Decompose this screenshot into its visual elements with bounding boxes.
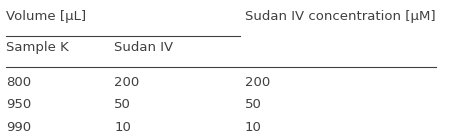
Text: 10: 10 xyxy=(245,121,262,134)
Text: Sudan IV concentration [μM]: Sudan IV concentration [μM] xyxy=(245,10,435,23)
Text: 200: 200 xyxy=(245,76,270,89)
Text: 50: 50 xyxy=(245,98,262,111)
Text: 10: 10 xyxy=(114,121,131,134)
Text: 200: 200 xyxy=(114,76,139,89)
Text: 950: 950 xyxy=(6,98,31,111)
Text: Sudan IV: Sudan IV xyxy=(114,41,174,54)
Text: Volume [μL]: Volume [μL] xyxy=(6,10,86,23)
Text: 990: 990 xyxy=(6,121,31,134)
Text: 800: 800 xyxy=(6,76,31,89)
Text: Sample K: Sample K xyxy=(6,41,68,54)
Text: 50: 50 xyxy=(114,98,131,111)
